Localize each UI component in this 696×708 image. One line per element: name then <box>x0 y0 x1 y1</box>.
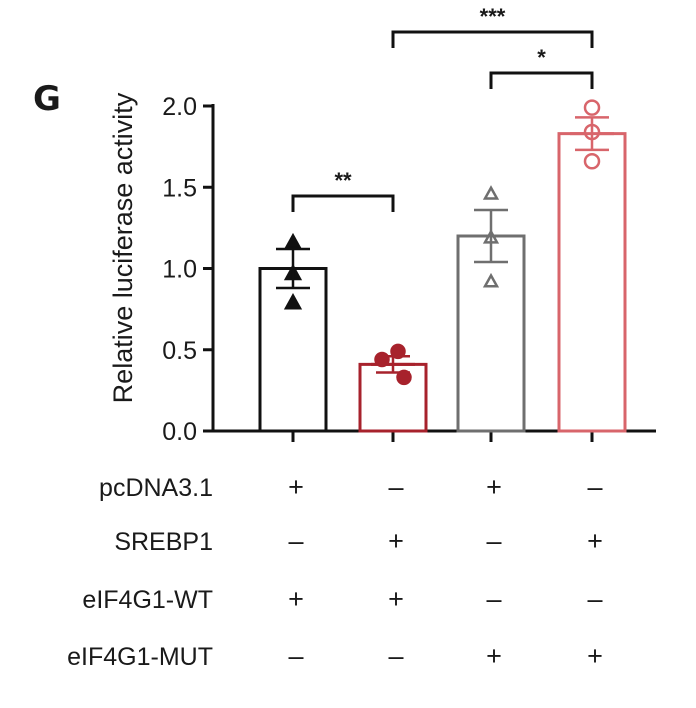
condition-label: eIF4G1-MUT <box>67 643 213 671</box>
condition-mark: – <box>288 526 303 556</box>
condition-mark: – <box>288 641 303 671</box>
data-point <box>283 293 303 310</box>
data-point <box>396 369 412 386</box>
condition-mark: – <box>587 584 602 614</box>
error-bars <box>271 116 614 374</box>
bar <box>258 267 328 433</box>
significance-bracket <box>391 30 594 48</box>
y-tick-label: 2.0 <box>162 93 197 121</box>
condition-mark: + <box>587 641 603 671</box>
y-tick-label: 1.0 <box>162 256 197 284</box>
bars <box>258 132 627 433</box>
condition-label: pcDNA3.1 <box>99 474 213 502</box>
data-point <box>583 99 601 116</box>
condition-mark: – <box>486 584 501 614</box>
condition-table: pcDNA3.1 + – + – SREBP1 – + – + eIF4G1-WT + + – – eIF4G… <box>67 472 603 671</box>
data-point <box>583 153 601 170</box>
data-points <box>283 99 601 386</box>
condition-mark: – <box>587 472 602 502</box>
condition-mark: – <box>388 641 403 671</box>
condition-mark: + <box>288 584 304 614</box>
condition-mark: + <box>587 526 603 556</box>
y-tick-label: 0.0 <box>162 418 197 446</box>
significance-label: * <box>537 45 546 70</box>
condition-mark: – <box>486 526 501 556</box>
significance-label: ** <box>334 168 352 193</box>
significance-brackets: ****** <box>291 4 594 212</box>
bar <box>358 362 428 433</box>
data-point <box>482 185 500 200</box>
condition-label: SREBP1 <box>114 528 213 556</box>
condition-mark: + <box>288 472 304 502</box>
condition-mark: + <box>388 584 404 614</box>
y-tick-label: 0.5 <box>162 337 197 365</box>
data-point <box>283 232 303 250</box>
condition-label: eIF4G1-WT <box>82 586 213 614</box>
significance-label: *** <box>480 4 506 29</box>
y-axis-label: Relative luciferase activity <box>108 92 138 403</box>
data-point <box>482 272 500 288</box>
significance-bracket <box>489 71 594 89</box>
condition-mark: – <box>388 472 403 502</box>
data-point <box>390 343 406 360</box>
panel-label: G <box>33 79 61 119</box>
significance-bracket <box>291 194 395 212</box>
bar <box>456 234 526 433</box>
y-tick-label: 1.5 <box>162 174 197 202</box>
condition-mark: + <box>486 641 502 671</box>
bar <box>557 132 627 433</box>
condition-mark: + <box>388 526 404 556</box>
condition-mark: + <box>486 472 502 502</box>
